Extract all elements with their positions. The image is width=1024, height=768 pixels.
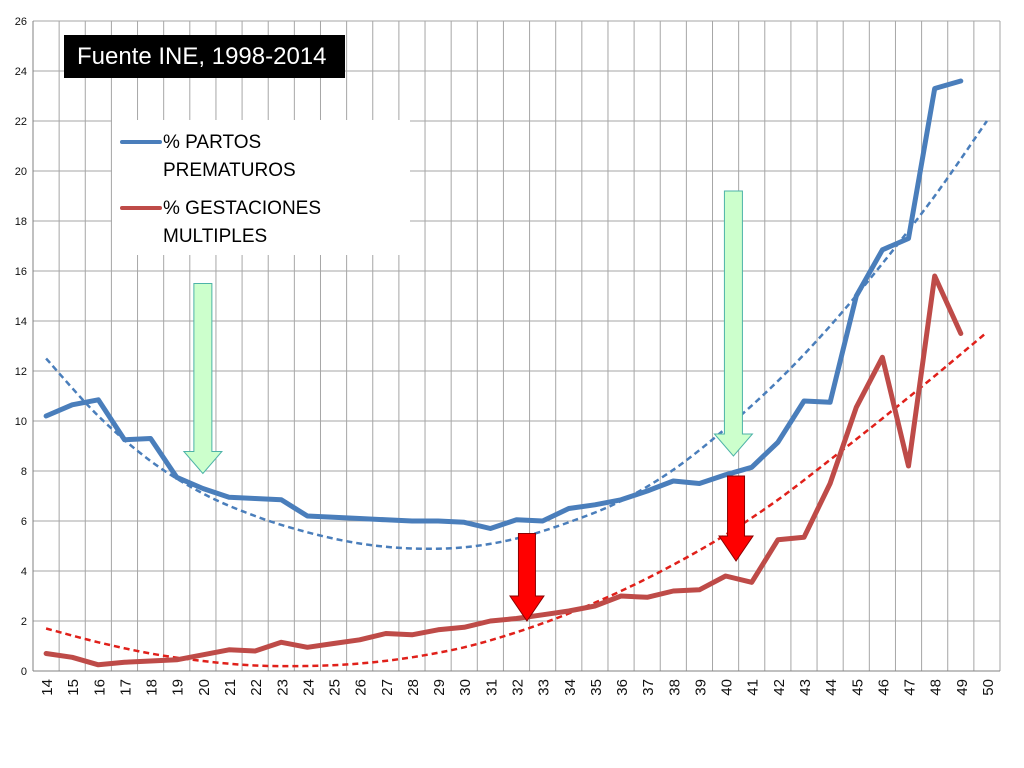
y-tick-label: 6 [21, 516, 27, 528]
red-arrow-icon [509, 533, 545, 622]
y-tick-label: 22 [15, 116, 27, 128]
x-tick-label: 22 [248, 679, 265, 696]
x-tick-label: 31 [483, 679, 500, 696]
x-tick-label: 46 [875, 679, 892, 696]
x-tick-label: 42 [771, 679, 788, 696]
y-tick-label: 4 [21, 566, 27, 578]
plot-area [33, 21, 1000, 671]
green-arrow-icon [713, 190, 754, 457]
x-tick-label: 21 [222, 679, 239, 696]
trendline-0 [45, 120, 988, 551]
x-tick-label: 16 [91, 679, 108, 696]
y-tick-label: 20 [15, 166, 27, 178]
y-tick-label: 26 [15, 16, 27, 28]
trendline-1 [45, 331, 988, 668]
y-tick-label: 8 [21, 466, 27, 478]
x-tick-label: 20 [196, 679, 213, 696]
y-tick-label: 12 [15, 366, 27, 378]
x-tick-label: 14 [39, 679, 56, 696]
x-tick-label: 35 [588, 679, 605, 696]
y-tick-label: 0 [21, 666, 27, 678]
x-tick-label: 36 [614, 679, 631, 696]
x-tick-label: 37 [640, 679, 657, 696]
x-tick-label: 45 [849, 679, 866, 696]
x-tick-label: 28 [405, 679, 422, 696]
x-tick-label: 48 [928, 679, 945, 696]
y-tick-label: 16 [15, 266, 27, 278]
legend-label-gestaciones-multiples: % GESTACIONES MULTIPLES [163, 198, 322, 247]
x-tick-label: 41 [745, 679, 762, 696]
x-tick-label: 43 [797, 679, 814, 696]
x-tick-label: 49 [954, 679, 971, 696]
x-tick-label: 39 [692, 679, 709, 696]
legend: % PARTOS PREMATUROS % GESTACIONES MULTIP… [112, 120, 410, 255]
series-line-1 [43, 273, 964, 668]
x-tick-label: 44 [823, 679, 840, 696]
x-tick-label: 24 [300, 679, 317, 696]
green-arrow-icon [182, 283, 223, 475]
x-tick-label: 17 [117, 679, 134, 696]
legend-swatch-gestaciones-multiples [120, 206, 162, 210]
red-arrow-icon [718, 475, 754, 562]
x-tick-label: 47 [902, 679, 919, 696]
y-tick-label: 18 [15, 216, 27, 228]
x-tick-label: 29 [431, 679, 448, 696]
x-tick-label: 34 [562, 679, 579, 696]
x-tick-label: 38 [666, 679, 683, 696]
x-tick-label: 26 [353, 679, 370, 696]
y-tick-label: 2 [21, 616, 27, 628]
y-tick-label: 24 [15, 66, 27, 78]
series-line-0 [43, 78, 964, 531]
x-tick-label: 32 [510, 679, 527, 696]
x-tick-label: 50 [980, 679, 997, 696]
legend-item-gestaciones-multiples: % GESTACIONES MULTIPLES [120, 195, 353, 251]
x-tick-label: 27 [379, 679, 396, 696]
x-tick-label: 23 [274, 679, 291, 696]
x-tick-label: 18 [144, 679, 161, 696]
chart-title: Fuente INE, 1998-2014 [64, 35, 345, 78]
x-tick-label: 25 [327, 679, 344, 696]
x-tick-label: 30 [457, 679, 474, 696]
legend-swatch-partos-prematuros [120, 140, 162, 144]
legend-label-partos-prematuros: % PARTOS PREMATUROS [163, 132, 296, 181]
legend-item-partos-prematuros: % PARTOS PREMATUROS [120, 129, 353, 185]
x-tick-label: 19 [170, 679, 187, 696]
x-tick-label: 15 [65, 679, 82, 696]
y-tick-label: 10 [15, 416, 27, 428]
x-tick-label: 33 [536, 679, 553, 696]
y-tick-label: 14 [15, 316, 27, 328]
x-tick-label: 40 [719, 679, 736, 696]
